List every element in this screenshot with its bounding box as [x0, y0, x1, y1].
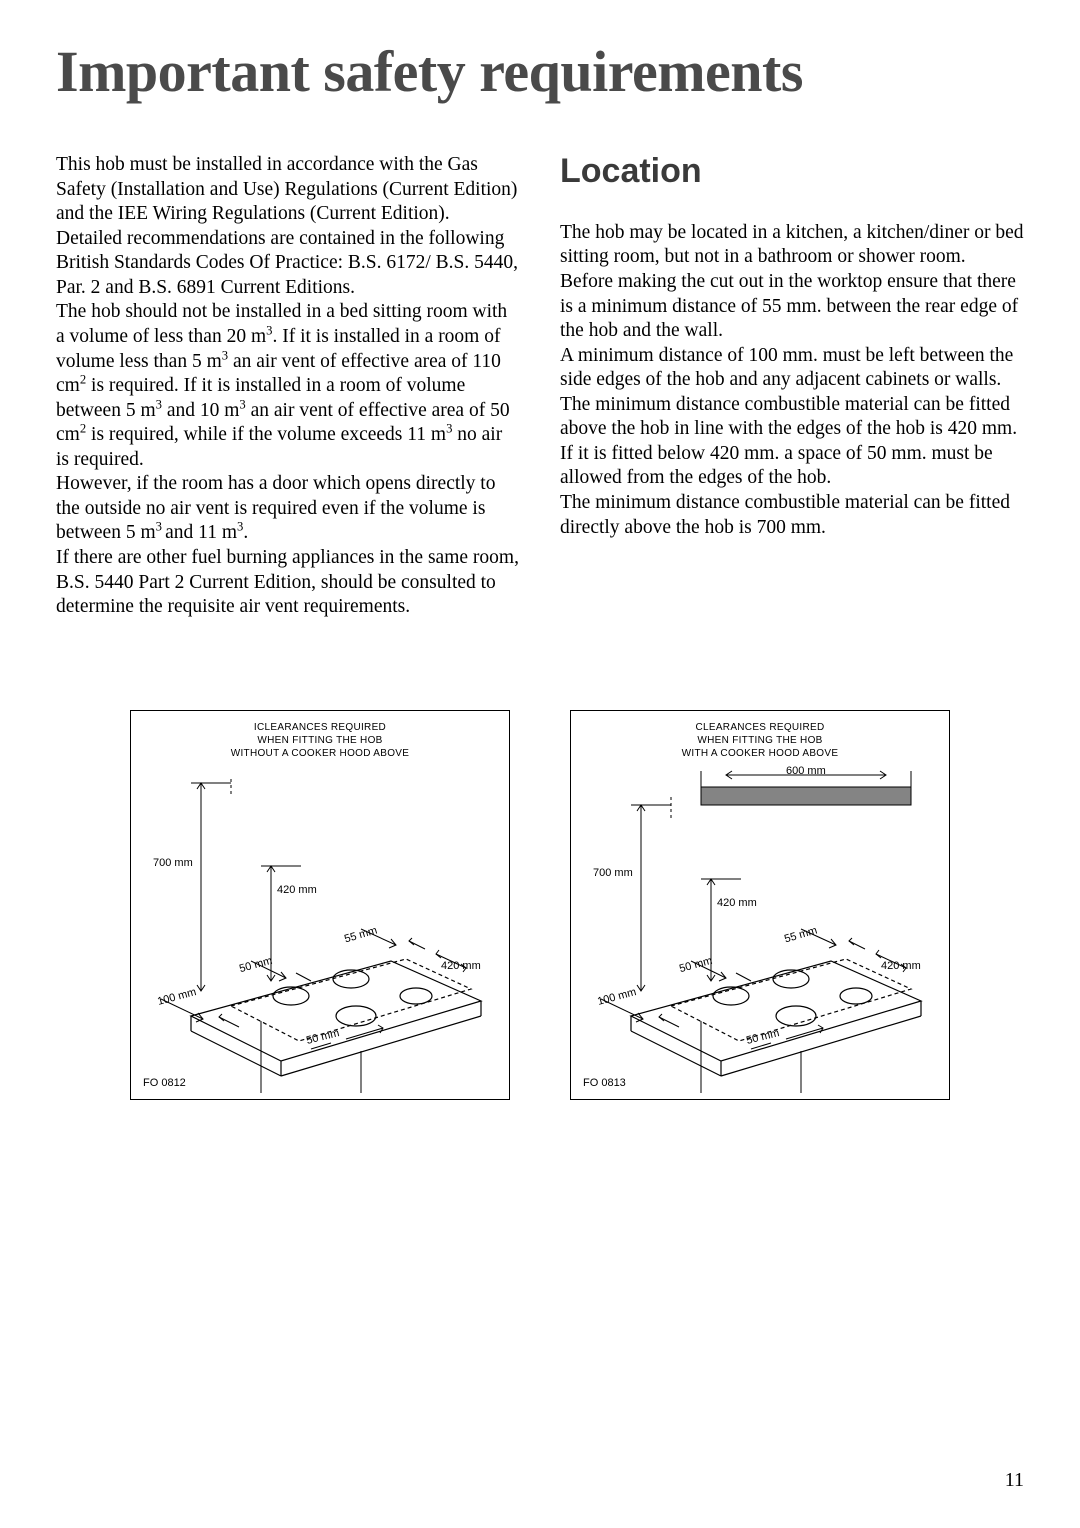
- section-heading-location: Location: [560, 150, 1024, 193]
- paragraph: The minimum distance combustible materia…: [560, 393, 1024, 491]
- dim-420v: 420 mm: [277, 884, 317, 896]
- paragraph: The hob should not be installed in a bed…: [56, 300, 520, 472]
- paragraph: Before making the cut out in the worktop…: [560, 270, 1024, 344]
- paragraph: However, if the room has a door which op…: [56, 472, 520, 546]
- dim-420h: 420 mm: [881, 960, 921, 972]
- right-column: Location The hob may be located in a kit…: [560, 153, 1024, 620]
- two-column-layout: This hob must be installed in accordance…: [56, 153, 1024, 620]
- paragraph: The minimum distance combustible materia…: [560, 491, 1024, 540]
- page-number: 11: [1005, 1469, 1024, 1492]
- figure-id: FO 0813: [583, 1077, 626, 1089]
- dim-600: 600 mm: [786, 765, 826, 777]
- left-column: This hob must be installed in accordance…: [56, 153, 520, 620]
- dim-420h: 420 mm: [441, 960, 481, 972]
- paragraph: A minimum distance of 100 mm. must be le…: [560, 344, 1024, 393]
- dim-420v: 420 mm: [717, 897, 757, 909]
- dim-700: 700 mm: [593, 867, 633, 879]
- diagram-with-hood: CLEARANCES REQUIRED WHEN FITTING THE HOB…: [570, 710, 950, 1100]
- figure-id: FO 0812: [143, 1077, 186, 1089]
- diagrams-row: ICLEARANCES REQUIRED WHEN FITTING THE HO…: [56, 710, 1024, 1100]
- paragraph: This hob must be installed in accordance…: [56, 153, 520, 227]
- diagram-without-hood: ICLEARANCES REQUIRED WHEN FITTING THE HO…: [130, 710, 510, 1100]
- paragraph: Detailed recommendations are contained i…: [56, 227, 520, 301]
- paragraph: If there are other fuel burning applianc…: [56, 546, 520, 620]
- dim-700: 700 mm: [153, 857, 193, 869]
- page-title: Important safety requirements: [56, 38, 1024, 105]
- paragraph: The hob may be located in a kitchen, a k…: [560, 221, 1024, 270]
